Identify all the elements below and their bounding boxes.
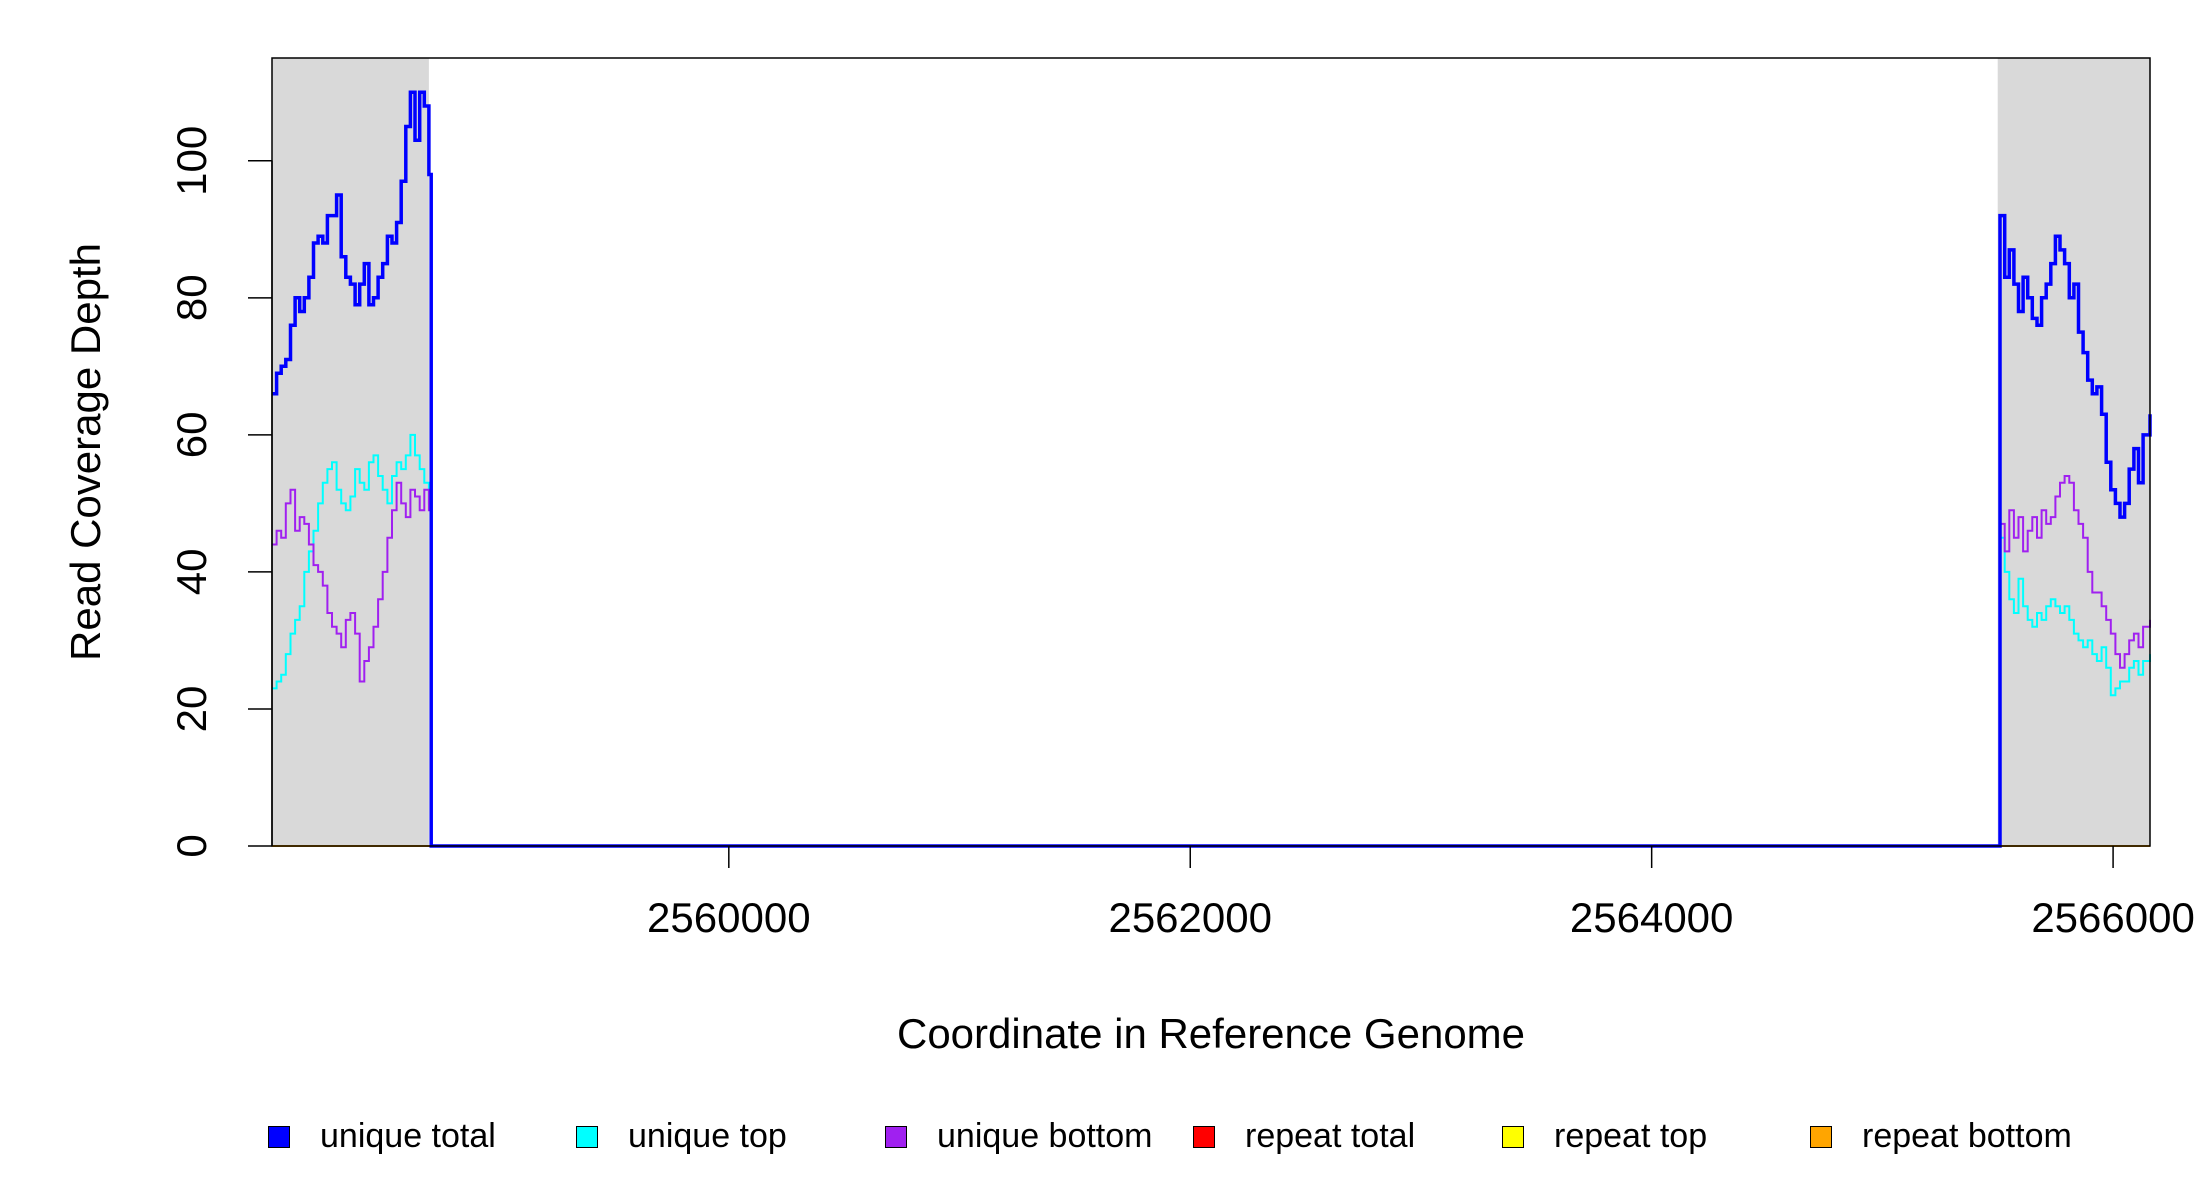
- x-tick-label: 2562000: [1108, 894, 1272, 941]
- shaded-region: [1997, 58, 2150, 846]
- legend-label: unique total: [320, 1117, 496, 1155]
- y-tick-label: 100: [168, 126, 215, 196]
- y-tick-label: 0: [168, 834, 215, 857]
- y-tick-label: 40: [168, 549, 215, 596]
- shaded-regions: [272, 58, 2150, 846]
- y-axis: 0 20 40 60 80 100: [168, 126, 273, 858]
- series-line-unique-top: [272, 433, 2151, 847]
- legend-label: repeat top: [1554, 1117, 1708, 1155]
- legend-item-repeat-bottom: repeat bottom: [1810, 1117, 2072, 1156]
- x-tick-label: 2560000: [647, 894, 811, 941]
- y-axis-label: Read Coverage Depth: [62, 243, 109, 661]
- y-tick-label: 80: [168, 274, 215, 321]
- legend-swatch: [1810, 1125, 1832, 1148]
- legend-swatch: [1193, 1125, 1215, 1148]
- legend-item-repeat-total: repeat total: [1193, 1117, 1415, 1156]
- x-tick-label: 2566000: [2031, 894, 2195, 941]
- series-line-unique-total: [272, 90, 2152, 848]
- x-tick-label: 2564000: [1570, 894, 1734, 941]
- legend-item-repeat-top: repeat top: [1502, 1117, 1707, 1156]
- legend-label: repeat bottom: [1862, 1117, 2072, 1155]
- legend-label: repeat total: [1245, 1117, 1416, 1155]
- legend: unique total unique top unique bottom re…: [260, 1117, 2160, 1157]
- legend-item-unique-top: unique top: [576, 1117, 787, 1156]
- legend-label: unique bottom: [937, 1117, 1153, 1155]
- x-axis: 2560000 2562000 2564000 2566000: [647, 846, 2195, 941]
- y-tick-label: 20: [168, 686, 215, 733]
- series-line-unique-bottom: [272, 475, 2151, 847]
- legend-swatch: [268, 1125, 290, 1148]
- legend-item-unique-bottom: unique bottom: [885, 1117, 1153, 1156]
- plot-frame: [271, 57, 2151, 847]
- legend-swatch: [885, 1125, 907, 1148]
- y-tick-label: 60: [168, 412, 215, 459]
- x-axis-label: Coordinate in Reference Genome: [897, 1010, 1525, 1057]
- legend-label: unique top: [628, 1117, 787, 1155]
- series-layer: [272, 90, 2152, 848]
- legend-item-unique-total: unique total: [268, 1117, 496, 1156]
- legend-swatch: [576, 1125, 598, 1148]
- legend-swatch: [1502, 1125, 1524, 1148]
